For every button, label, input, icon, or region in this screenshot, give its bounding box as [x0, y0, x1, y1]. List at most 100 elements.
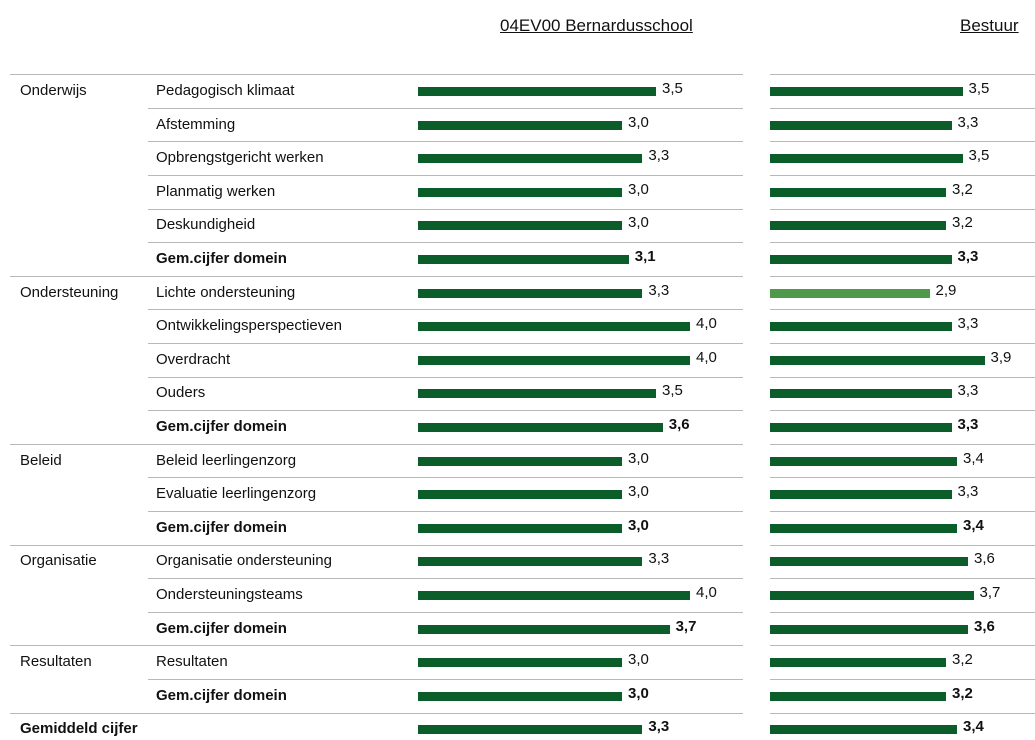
bar	[418, 87, 656, 96]
row-label: Deskundigheid	[156, 216, 256, 234]
row-divider	[770, 612, 1035, 613]
row-divider	[148, 578, 743, 579]
row-label: Gem.cijfer domein	[156, 686, 287, 704]
row-label: Evaluatie leerlingenzorg	[156, 485, 317, 503]
row-divider	[770, 242, 1035, 243]
value-label: 4,0	[696, 348, 717, 366]
value-label: 3,3	[648, 147, 670, 165]
row-divider	[148, 343, 743, 344]
value-label: 3,3	[957, 483, 979, 501]
value-label: 3,3	[957, 416, 979, 433]
value-label: 3,6	[974, 617, 995, 635]
value-label: 3,0	[628, 684, 649, 702]
bar	[770, 423, 952, 432]
row-label: Afstemming	[156, 115, 236, 133]
value-label: 3,2	[952, 214, 973, 232]
value-label: 3,3	[957, 248, 979, 265]
row-divider	[770, 679, 1035, 680]
bar	[770, 154, 963, 164]
bar	[770, 255, 952, 264]
row-divider	[148, 175, 743, 176]
value-label: 3,6	[668, 416, 690, 433]
bar	[770, 355, 985, 365]
value-label: 3,5	[662, 80, 683, 97]
value-label: 4,0	[696, 315, 717, 333]
row-divider	[770, 444, 1035, 445]
row-label: Ouders	[156, 384, 206, 402]
bar	[418, 658, 622, 668]
row-label: Ontwikkelingsperspectieven	[156, 317, 342, 335]
value-label: 4,0	[696, 584, 717, 601]
row-divider	[770, 309, 1035, 310]
bar	[770, 591, 974, 600]
row-divider	[770, 141, 1035, 142]
value-label: 3,0	[628, 516, 649, 534]
row-divider	[770, 209, 1035, 210]
bar	[418, 557, 643, 567]
row-label: Gem.cijfer domein	[156, 250, 287, 267]
value-label: 3,4	[963, 516, 984, 534]
row-label: Gem.cijfer domein	[156, 418, 287, 435]
value-label: 3,0	[628, 449, 649, 467]
column-header: Bestuur	[960, 16, 1019, 35]
bar	[770, 624, 968, 634]
bar	[418, 255, 629, 264]
row-divider	[148, 377, 743, 378]
row-divider	[148, 679, 743, 680]
bar	[770, 557, 968, 567]
domain-label: Ondersteuning	[20, 283, 119, 301]
row-label: Planmatig werken	[156, 182, 276, 200]
bar	[770, 523, 957, 533]
bar	[418, 523, 622, 533]
value-label: 3,0	[628, 113, 649, 131]
row-label: Lichte ondersteuning	[156, 283, 296, 301]
column-header: 04EV00 Bernardusschool	[500, 16, 693, 35]
bar	[418, 624, 670, 634]
bar	[418, 423, 663, 432]
value-label: 3,3	[648, 281, 670, 299]
row-divider	[770, 108, 1035, 109]
row-divider	[148, 477, 743, 478]
value-label: 3,3	[957, 113, 979, 131]
row-divider	[148, 108, 743, 109]
row-divider	[770, 175, 1035, 176]
bar	[418, 456, 622, 466]
value-label: 3,5	[968, 147, 990, 165]
row-label: Ondersteuningsteams	[156, 586, 303, 603]
bar	[418, 154, 643, 164]
value-label: 3,1	[634, 248, 656, 265]
value-label: 3,4	[963, 449, 984, 467]
row-divider	[148, 511, 743, 512]
bar	[418, 187, 622, 197]
bar	[418, 490, 622, 500]
bar	[770, 120, 952, 130]
domain-label: Onderwijs	[20, 82, 87, 99]
bar	[418, 221, 622, 231]
row-divider	[148, 209, 743, 210]
value-label: 3,3	[648, 718, 670, 736]
bar	[770, 221, 946, 231]
value-label: 3,3	[957, 315, 979, 333]
value-label: 3,3	[648, 550, 670, 568]
row-divider	[148, 309, 743, 310]
row-divider	[770, 276, 1035, 277]
row-divider	[770, 377, 1035, 378]
row-divider	[10, 545, 743, 546]
row-divider	[770, 74, 1035, 75]
row-label: Gem.cijfer domein	[156, 518, 287, 536]
bar	[418, 355, 690, 365]
value-label: 3,5	[968, 80, 990, 97]
row-divider	[148, 410, 743, 411]
bar	[418, 691, 622, 701]
bar	[770, 725, 957, 735]
value-label: 3,2	[952, 684, 973, 702]
value-label: 3,7	[979, 584, 1001, 601]
row-label: Organisatie ondersteuning	[156, 552, 332, 570]
bar	[770, 389, 952, 399]
row-divider	[770, 645, 1035, 646]
bar	[418, 725, 643, 735]
row-divider	[770, 545, 1035, 546]
row-divider	[10, 276, 743, 277]
domain-label: Beleid	[20, 451, 62, 469]
